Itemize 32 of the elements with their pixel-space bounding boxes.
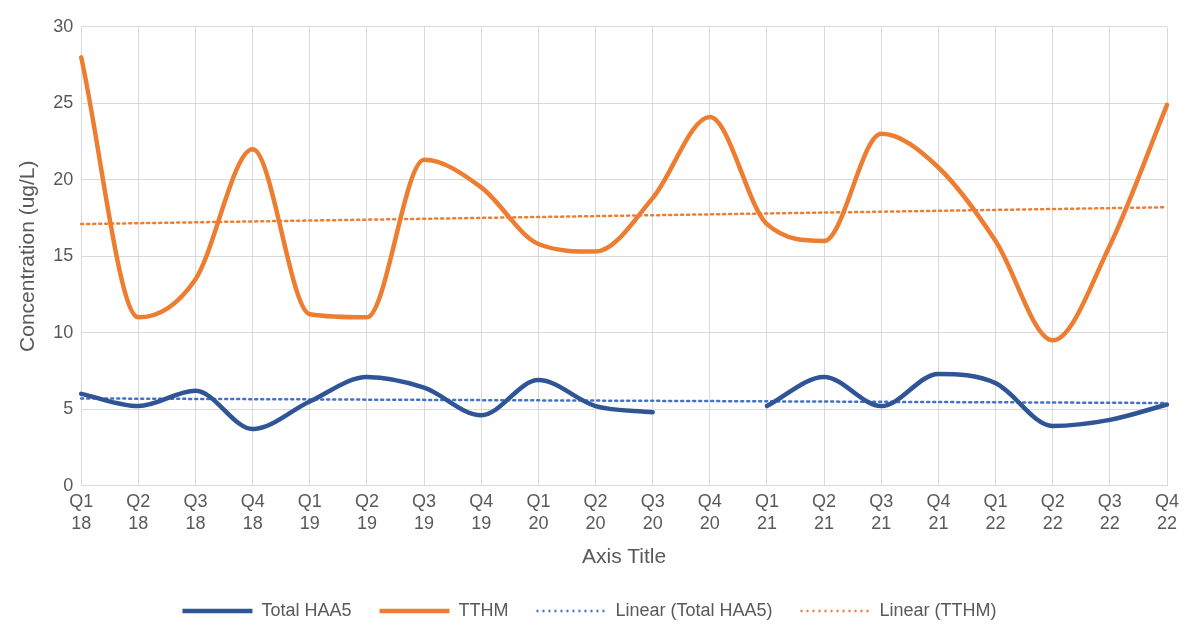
line-series xyxy=(78,55,1170,343)
y-tick-label: 25 xyxy=(53,92,74,113)
x-tick-label: Q1 20 xyxy=(526,491,551,533)
legend-label: Linear (Total HAA5) xyxy=(615,599,773,620)
x-tick-label: Q4 21 xyxy=(926,491,951,533)
y-tick-label: 20 xyxy=(53,168,74,189)
x-tick-label: Q3 21 xyxy=(869,491,894,533)
x-tick-label: Q1 19 xyxy=(297,491,322,533)
x-tick-label: Q3 19 xyxy=(412,491,437,533)
x-tick-label: Q4 20 xyxy=(697,491,722,533)
y-tick-label: 5 xyxy=(63,398,74,419)
x-tick-label: Q2 20 xyxy=(583,491,608,533)
x-tick-label: Q3 20 xyxy=(640,491,665,533)
y-tick-label: 30 xyxy=(53,15,74,36)
x-tick-label: Q1 21 xyxy=(754,491,779,533)
x-tick-label: Q2 22 xyxy=(1040,491,1065,533)
x-tick-label: Q4 18 xyxy=(240,491,265,533)
legend-label: TTHM xyxy=(458,599,509,620)
legend-label: Linear (TTHM) xyxy=(879,599,997,620)
x-tick-label: Q3 22 xyxy=(1097,491,1122,533)
x-tick-label: Q4 19 xyxy=(469,491,494,533)
y-tick-label: 10 xyxy=(53,321,74,342)
legend-label: Total HAA5 xyxy=(261,599,352,620)
x-tick-label: Q2 19 xyxy=(354,491,379,533)
x-tick-label: Q2 18 xyxy=(126,491,151,533)
x-tick-label: Q1 22 xyxy=(983,491,1008,533)
x-axis-title: Axis Title xyxy=(582,544,667,568)
x-tick-label: Q3 18 xyxy=(183,491,208,533)
x-tick-label: Q2 21 xyxy=(812,491,837,533)
y-axis-title: Concentration (ug/L) xyxy=(15,160,39,352)
x-tick-label: Q4 22 xyxy=(1154,491,1180,533)
y-tick-label: 15 xyxy=(53,245,74,266)
